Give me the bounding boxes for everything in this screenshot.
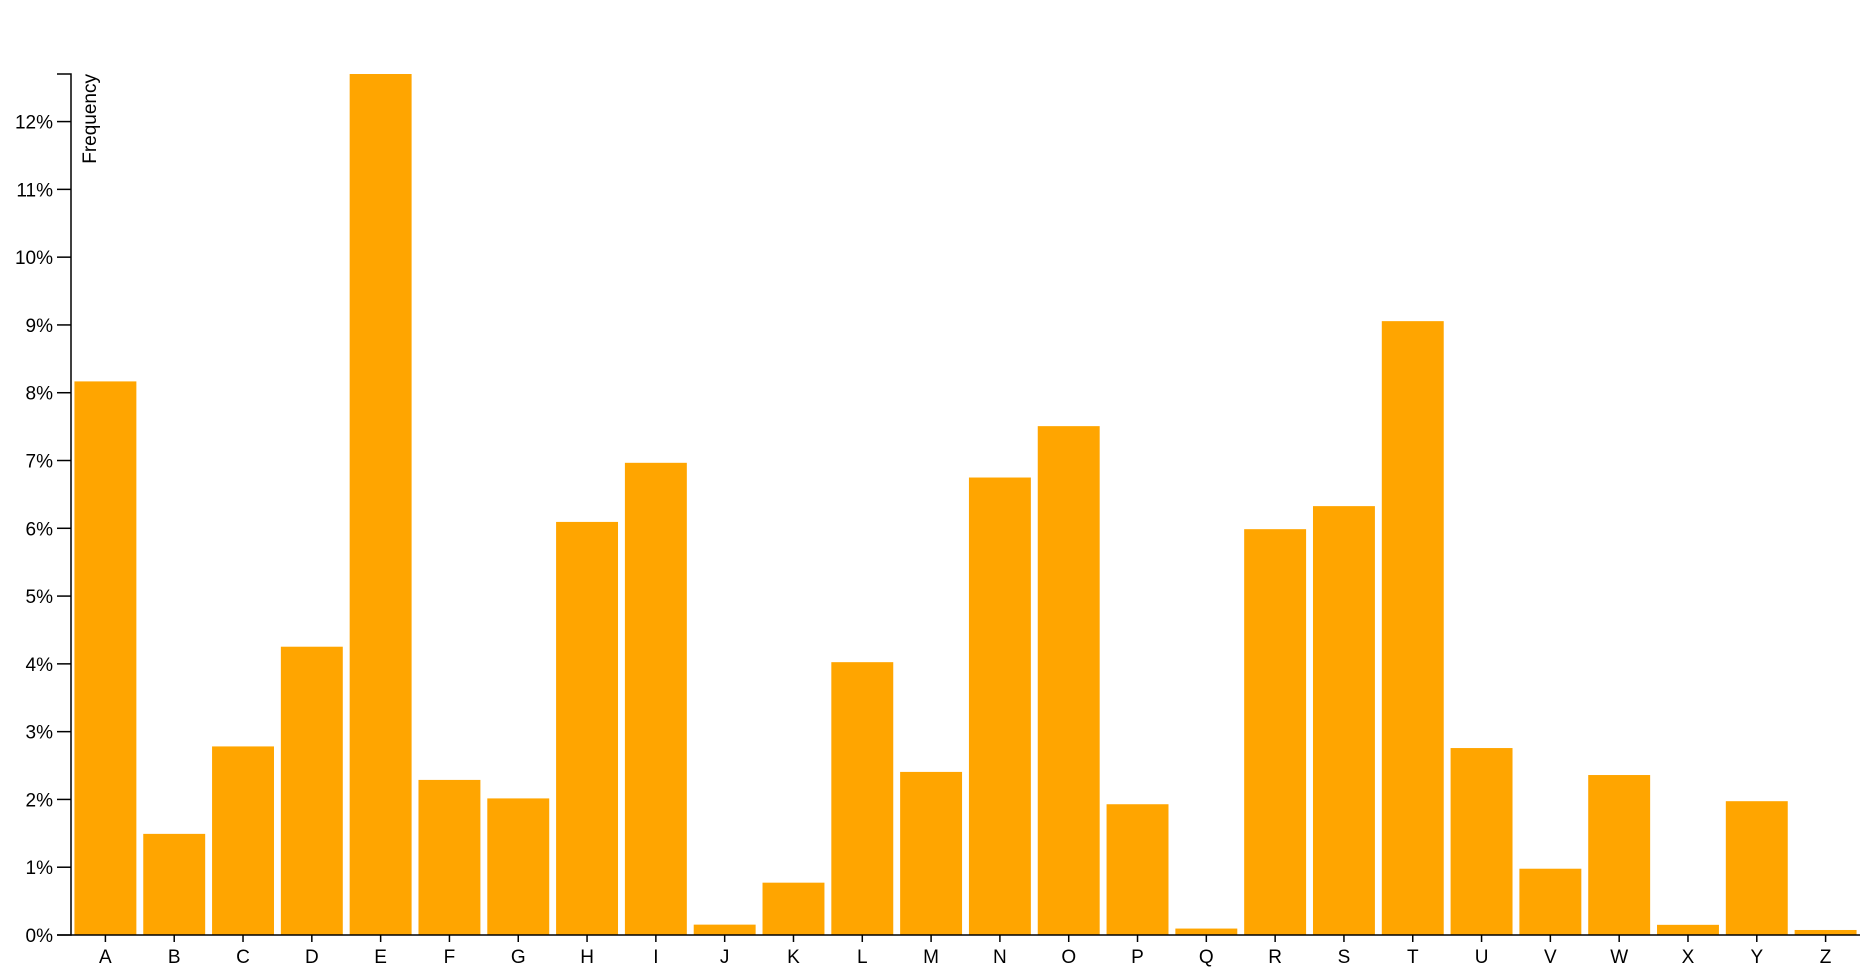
bar-Z xyxy=(1794,929,1857,935)
bar-A xyxy=(74,381,137,935)
bar-F xyxy=(418,779,481,935)
bar-M xyxy=(900,771,963,935)
y-tick-label-3: 3% xyxy=(26,723,54,744)
x-tick-label-Q: Q xyxy=(1199,947,1214,968)
x-tick-label-I: I xyxy=(653,947,658,968)
x-tick-label-P: P xyxy=(1131,947,1144,968)
bar-B xyxy=(143,833,206,935)
x-tick-label-V: V xyxy=(1544,947,1557,968)
x-tick-label-C: C xyxy=(236,947,250,968)
bar-Q xyxy=(1175,928,1238,935)
x-tick-label-X: X xyxy=(1682,947,1695,968)
y-tick-label-10: 10% xyxy=(15,248,53,269)
x-tick-label-K: K xyxy=(787,947,800,968)
y-tick-label-2: 2% xyxy=(26,790,54,811)
bars-group xyxy=(74,74,1857,935)
x-tick-label-R: R xyxy=(1268,947,1282,968)
x-tick-label-W: W xyxy=(1610,947,1628,968)
bar-E xyxy=(349,74,412,935)
bar-U xyxy=(1450,748,1513,935)
y-tick-label-12: 12% xyxy=(15,113,53,134)
y-tick-label-4: 4% xyxy=(26,655,54,676)
bar-L xyxy=(831,662,894,935)
bar-I xyxy=(624,462,687,935)
bar-D xyxy=(280,646,343,935)
x-tick-label-O: O xyxy=(1061,947,1076,968)
y-axis: 0% 1% 2% 3% 4% 5% 6% 7% 8% 9% 10% 11% 12% xyxy=(15,73,72,947)
x-axis: A B C D E F G H I J K L M N O P Q R S T U V W X Y Z xyxy=(71,934,1860,968)
x-tick-label-S: S xyxy=(1338,947,1351,968)
bar-P xyxy=(1106,804,1169,935)
bar-K xyxy=(762,882,825,935)
y-axis-title: Frequency xyxy=(80,74,101,164)
bar-Y xyxy=(1725,801,1788,935)
bar-N xyxy=(968,477,1031,935)
y-axis-line xyxy=(57,73,72,936)
x-tick-label-A: A xyxy=(99,947,112,968)
x-tick-label-T: T xyxy=(1407,947,1419,968)
x-tick-label-U: U xyxy=(1475,947,1489,968)
bar-V xyxy=(1519,868,1582,935)
y-tick-label-1: 1% xyxy=(26,858,54,879)
x-tick-label-N: N xyxy=(993,947,1007,968)
bar-O xyxy=(1037,426,1100,935)
x-tick-label-L: L xyxy=(857,947,868,968)
y-tick-label-6: 6% xyxy=(26,519,54,540)
y-tick-label-9: 9% xyxy=(26,316,54,337)
bar-H xyxy=(556,521,619,935)
bar-T xyxy=(1381,321,1444,935)
x-tick-label-M: M xyxy=(923,947,939,968)
x-tick-label-J: J xyxy=(720,947,730,968)
y-tick-label-8: 8% xyxy=(26,384,54,405)
y-tick-label-11: 11% xyxy=(16,180,53,201)
bar-J xyxy=(693,924,756,935)
x-tick-label-F: F xyxy=(444,947,456,968)
y-tick-label-0: 0% xyxy=(26,926,54,947)
bar-S xyxy=(1312,506,1375,935)
bar-X xyxy=(1657,924,1719,935)
x-tick-label-E: E xyxy=(374,947,387,968)
x-tick-label-H: H xyxy=(580,947,594,968)
bar-G xyxy=(487,798,550,935)
bar-C xyxy=(212,746,274,935)
bar-R xyxy=(1244,529,1307,935)
y-tick-label-5: 5% xyxy=(26,587,54,608)
x-tick-label-Y: Y xyxy=(1750,947,1763,968)
x-tick-label-D: D xyxy=(305,947,319,968)
y-tick-label-7: 7% xyxy=(26,452,54,473)
x-tick-label-G: G xyxy=(511,947,526,968)
x-tick-label-Z: Z xyxy=(1820,947,1832,968)
x-tick-label-B: B xyxy=(168,947,181,968)
bar-W xyxy=(1588,775,1651,935)
